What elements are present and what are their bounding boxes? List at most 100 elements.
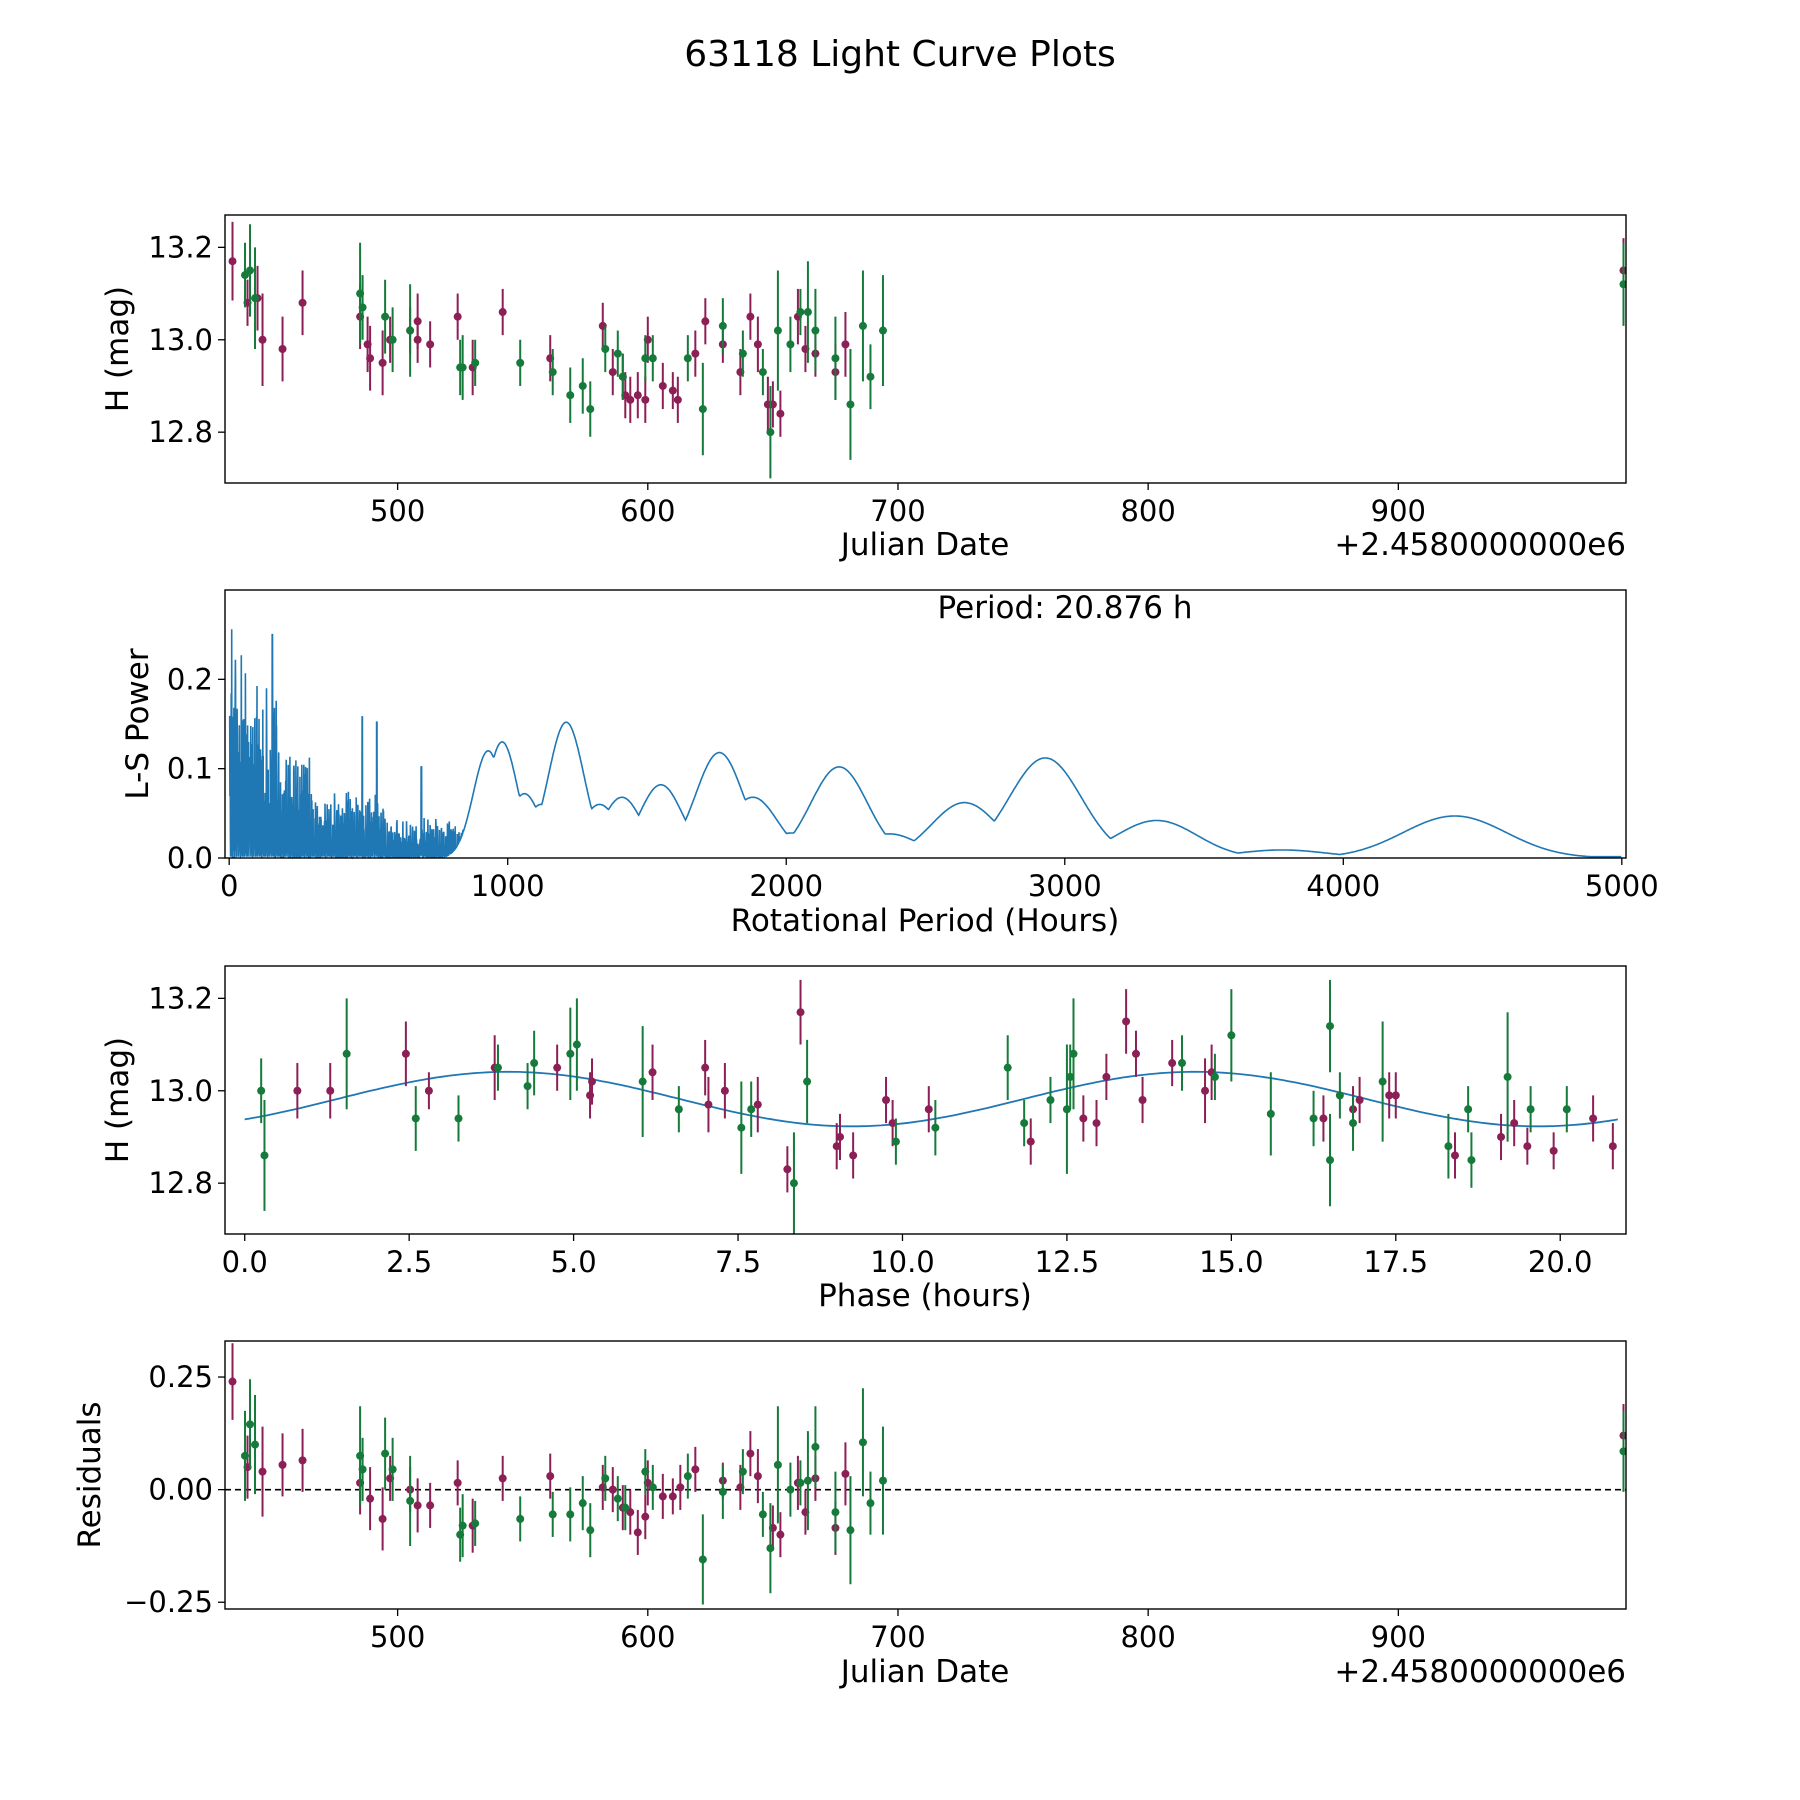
phase-point-series_a [1131, 1049, 1140, 1058]
residuals-frame [224, 1340, 1627, 1610]
residuals-point-series_b [698, 1555, 707, 1564]
residuals-xtick-label: 700 [870, 1620, 925, 1654]
phase-point-series_a [293, 1086, 302, 1095]
periodogram-ylabel: L-S Power [120, 648, 156, 799]
phase-point-series_b [1464, 1105, 1473, 1114]
lightcurve-point-series_b [846, 400, 855, 409]
residuals-point-series_b [358, 1465, 367, 1474]
phase-point-series_b [1349, 1119, 1358, 1128]
lightcurve-offset-label: +2.4580000000e6 [1334, 527, 1626, 563]
phase-point-series_a [424, 1086, 433, 1095]
residuals-point-series_a [546, 1472, 555, 1481]
residuals-point-series_b [241, 1451, 250, 1460]
lightcurve-point-series_b [566, 391, 575, 400]
phase-point-series_a [832, 1142, 841, 1151]
residuals-point-series_a [776, 1530, 785, 1539]
phase-point-series_a [588, 1077, 597, 1086]
residuals-point-series_b [381, 1449, 390, 1458]
residuals-point-series_b [1619, 1447, 1626, 1456]
periodogram-line [228, 629, 1622, 860]
period-annotation: Period: 20.876 h [938, 590, 1193, 626]
periodogram-ticks: 0 1000 2000 3000 4000 5000 0.0 0.1 0.2 [167, 662, 1659, 903]
lightcurve-point-series_a [278, 345, 287, 353]
periodogram-xtick-label: 5000 [1585, 869, 1659, 903]
phase-xtick-label: 5.0 [551, 1245, 597, 1279]
phase-point-series_b [789, 1179, 798, 1188]
phase-xtick-label: 20.0 [1528, 1245, 1593, 1279]
lightcurve-point-series_b [471, 358, 480, 367]
phase-point-series_b [1326, 1022, 1335, 1031]
residuals-point-series_a [668, 1492, 677, 1501]
phase-point-series_a [1510, 1119, 1519, 1128]
residuals-point-series_b [648, 1483, 657, 1492]
residuals-point-series_a [426, 1501, 435, 1510]
residuals-point-series_b [718, 1487, 727, 1496]
phase-ytick-label: 12.8 [148, 1166, 213, 1200]
lightcurve-point-series_b [613, 349, 622, 358]
phase-point-series_a [1549, 1146, 1558, 1155]
lightcurve-point-series_a [641, 395, 650, 404]
residuals-point-series_a [278, 1460, 287, 1469]
lightcurve-point-series_a [498, 308, 507, 317]
residuals-point-series_a [658, 1492, 667, 1501]
lightcurve-xtick-label: 700 [870, 494, 925, 528]
phase-ytick-label: 13.2 [148, 981, 213, 1015]
phase-point-series_a [1355, 1096, 1364, 1104]
lightcurve-point-series_b [718, 321, 727, 330]
lightcurve-point-series_b [618, 372, 627, 381]
residuals-point-series_b [796, 1478, 805, 1487]
phase-point-series_b [1046, 1096, 1055, 1104]
phase-point-series_b [1378, 1077, 1387, 1086]
lightcurve-point-series_b [601, 345, 610, 353]
phase-point-series_b [737, 1123, 746, 1132]
phase-point-series_b [1467, 1156, 1476, 1165]
phase-ytick-label: 13.0 [148, 1074, 213, 1108]
periodogram-panel: 0 1000 2000 3000 4000 5000 0.0 0.1 0.2 Period: 2… [120, 589, 1659, 939]
periodogram-marks [228, 629, 1622, 860]
figure-title: 63118 Light Curve Plots [684, 34, 1116, 75]
periodogram-ytick-label: 0.0 [167, 841, 213, 875]
phase-point-series_a [1201, 1086, 1210, 1095]
lightcurve-point-series_b [458, 363, 467, 372]
lightcurve-xlabel: Julian Date [839, 527, 1010, 563]
lightcurve-point-series_b [641, 354, 650, 363]
residuals-ytick-label: 0.00 [148, 1473, 213, 1507]
phase-plot-area [244, 979, 1618, 1234]
lightcurve-ytick-label: 13.2 [148, 230, 213, 264]
phase-ticks: 0.0 2.5 5.0 7.5 10.0 12.5 15.0 17.5 20.0 12.8 13.0… [148, 981, 1592, 1279]
residuals-point-series_b [766, 1544, 775, 1553]
phase-point-series_b [1020, 1119, 1029, 1128]
lightcurve-point-series_b [1619, 280, 1626, 289]
lightcurve-point-series_a [841, 340, 850, 349]
lightcurve-point-series_b [803, 308, 812, 317]
phase-point-series_a [1589, 1114, 1598, 1123]
phase-point-series_b [523, 1082, 532, 1091]
lightcurve-ticks: 500 600 700 800 900 12.8 13.0 13.2 [148, 230, 1426, 528]
lightcurve-point-series_b [773, 326, 782, 335]
lightcurve-point-series_b [758, 368, 767, 377]
phase-point-series_a [1122, 1017, 1131, 1026]
lightcurve-point-series_b [738, 349, 747, 358]
phase-point-series_a [701, 1063, 710, 1072]
phase-point-series_a [796, 1008, 805, 1017]
residuals-point-series_b [831, 1508, 840, 1517]
residuals-point-series_a [753, 1472, 762, 1481]
residuals-offset-label: +2.4580000000e6 [1334, 1654, 1626, 1690]
phase-point-series_b [1227, 1031, 1236, 1040]
residuals-point-series_a [378, 1514, 387, 1523]
residuals-point-series_b [566, 1510, 575, 1519]
lightcurve-point-series_b [358, 303, 367, 312]
phase-point-series_a [882, 1096, 891, 1104]
residuals-xtick-label: 800 [1120, 1620, 1175, 1654]
residuals-point-series_b [738, 1467, 747, 1476]
residuals-point-series_a [366, 1494, 375, 1503]
phase-point-series_a [720, 1086, 729, 1095]
lightcurve-point-series_b [548, 368, 557, 377]
phase-panel: 0.0 2.5 5.0 7.5 10.0 12.5 15.0 17.5 20.0 12.8 13.0… [100, 965, 1627, 1314]
phase-point-series_a [849, 1151, 858, 1160]
residuals-point-series_a [641, 1512, 650, 1521]
residuals-point-series_b [758, 1510, 767, 1519]
residuals-point-series_b [613, 1494, 622, 1503]
phase-point-series_b [803, 1077, 812, 1086]
lightcurve-marks [228, 221, 1626, 479]
